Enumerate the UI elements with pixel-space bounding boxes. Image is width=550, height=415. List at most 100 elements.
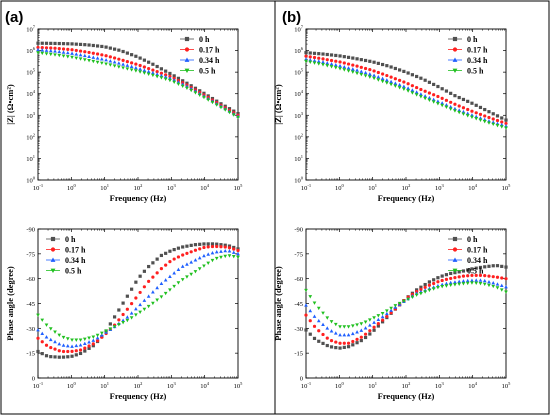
legend-label: 0.17 h <box>65 246 86 255</box>
data-point <box>130 302 134 306</box>
tick-label: 104 <box>294 89 304 98</box>
data-point <box>219 245 223 249</box>
data-point <box>180 84 185 88</box>
data-point <box>87 340 91 344</box>
tick-label: 101 <box>368 183 377 192</box>
data-point <box>168 260 172 264</box>
data-point <box>61 47 66 51</box>
data-point <box>393 81 398 85</box>
data-point <box>410 88 415 92</box>
data-point <box>423 89 427 93</box>
data-point <box>70 344 74 348</box>
tick-label: 105 <box>502 183 512 192</box>
data-point <box>108 59 113 63</box>
data-point <box>308 332 312 336</box>
data-point <box>359 69 364 73</box>
tick-label: 101 <box>100 183 109 192</box>
data-point <box>427 283 432 287</box>
tick-label: 106 <box>294 46 304 55</box>
data-point <box>453 276 457 280</box>
data-point <box>449 271 453 276</box>
x-axis-title: Frequency (Hz) <box>378 391 435 401</box>
data-point <box>48 327 53 331</box>
tick-label: 104 <box>26 89 36 98</box>
legend-label: 0.5 h <box>467 267 484 276</box>
data-point <box>461 279 466 283</box>
tick-label: 102 <box>134 381 143 390</box>
data-point <box>151 275 155 279</box>
data-point <box>342 341 346 345</box>
data-point <box>53 41 57 46</box>
data-point <box>214 256 219 261</box>
data-point <box>202 95 206 100</box>
data-point <box>44 323 49 327</box>
data-point <box>172 78 177 82</box>
data-point <box>367 75 372 79</box>
data-point <box>236 111 240 116</box>
data-point <box>214 250 219 254</box>
data-point <box>210 100 215 105</box>
data-point <box>333 331 338 335</box>
data-point <box>232 247 236 251</box>
data-point <box>304 59 308 64</box>
tick-label: 101 <box>26 154 35 163</box>
data-point <box>312 55 317 60</box>
data-point <box>308 51 312 55</box>
data-point <box>57 46 61 51</box>
series-layer <box>304 51 508 130</box>
data-point <box>308 319 312 323</box>
data-point <box>500 276 504 280</box>
data-point <box>487 115 491 120</box>
data-point <box>457 275 461 279</box>
data-point <box>151 62 155 66</box>
data-point <box>427 80 432 84</box>
data-point <box>181 253 185 257</box>
data-point <box>359 322 364 326</box>
data-point <box>197 256 202 260</box>
data-point <box>410 91 415 95</box>
data-point <box>355 64 359 68</box>
data-point <box>181 79 185 83</box>
data-point <box>206 252 211 256</box>
data-point <box>466 99 470 103</box>
legend-label: 0.34 h <box>65 256 86 265</box>
data-point <box>495 118 500 123</box>
chart-a-bode-magnitude: 10-1 100 101 102 103 104 105100101102103104105… <box>5 25 243 204</box>
panel-letter-b: (b) <box>282 9 301 26</box>
data-point <box>117 308 121 312</box>
data-point <box>393 84 398 88</box>
data-point <box>402 87 406 92</box>
data-point <box>44 335 49 339</box>
data-point <box>389 75 393 79</box>
data-point <box>402 299 406 304</box>
data-point <box>151 290 155 294</box>
data-point <box>419 95 423 99</box>
data-point <box>219 105 223 110</box>
data-point <box>478 273 483 277</box>
data-point <box>449 91 453 95</box>
tick-label: 105 <box>26 68 36 77</box>
data-point <box>91 342 95 346</box>
data-point <box>372 328 376 332</box>
data-point <box>321 341 325 346</box>
charts-layer: 10-1 100 101 102 103 104 105100101102103104105… <box>5 25 511 402</box>
data-point <box>138 56 142 60</box>
tick-label: -15 <box>294 351 303 358</box>
data-point <box>159 295 164 299</box>
data-point <box>329 320 334 324</box>
data-point <box>70 338 74 342</box>
data-point <box>376 75 381 79</box>
data-point <box>70 51 74 55</box>
tick-label: 103 <box>435 183 445 192</box>
legend-label: 0.17 h <box>467 46 488 55</box>
data-point <box>155 285 159 290</box>
data-point <box>304 51 308 55</box>
tick-label: 10-1 <box>33 381 43 390</box>
data-point <box>185 275 189 279</box>
data-point <box>168 71 172 76</box>
data-point <box>457 95 461 100</box>
data-point <box>427 95 432 100</box>
data-point <box>457 282 462 286</box>
data-point <box>147 279 151 283</box>
data-point <box>419 92 423 96</box>
